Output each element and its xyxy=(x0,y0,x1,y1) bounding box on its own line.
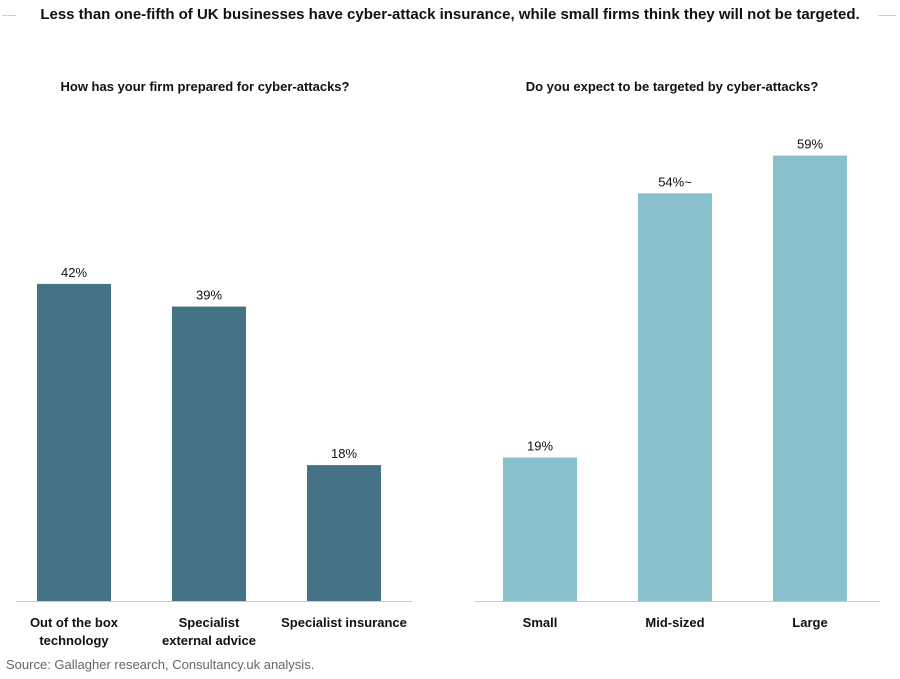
category-label-right-0: Small xyxy=(523,615,558,630)
bar-left-0 xyxy=(37,283,111,601)
chart-title-left: How has your firm prepared for cyber-att… xyxy=(61,79,350,94)
category-label-line: Large xyxy=(792,615,827,630)
data-label-left-1: 39% xyxy=(196,288,222,303)
category-label-right-2: Large xyxy=(792,615,827,630)
data-label-right-2: 59% xyxy=(797,137,823,152)
category-label-left-2: Specialist insurance xyxy=(281,615,407,630)
data-label-right-1: 54%~ xyxy=(658,174,692,189)
category-label-line: Specialist insurance xyxy=(281,615,407,630)
charts-area: How has your firm prepared for cyber-att… xyxy=(16,79,880,648)
category-label-line: technology xyxy=(39,633,109,648)
category-label-left-1: Specialist external advice xyxy=(162,615,256,648)
bar-left-1 xyxy=(172,306,246,601)
data-label-right-0: 19% xyxy=(527,439,553,454)
chart-title-right: Do you expect to be targeted by cyber-at… xyxy=(526,79,819,94)
category-label-line: external advice xyxy=(162,633,256,648)
main-title: Less than one-fifth of UK businesses hav… xyxy=(40,6,860,23)
source-note: Source: Gallagher research, Consultancy.… xyxy=(6,657,315,672)
data-label-left-0: 42% xyxy=(61,265,87,280)
title-rule-left xyxy=(2,15,16,16)
bar-right-0 xyxy=(503,457,577,601)
bar-right-2 xyxy=(773,155,847,602)
category-label-left-0: Out of the box technology xyxy=(30,615,119,648)
bar-left-2 xyxy=(307,465,381,601)
category-label-line: Small xyxy=(523,615,558,630)
title-rule-right xyxy=(878,15,896,16)
category-label-line: Mid-sized xyxy=(645,615,704,630)
category-label-line: Specialist xyxy=(179,615,240,630)
data-label-left-2: 18% xyxy=(331,446,357,461)
bar-right-1 xyxy=(638,193,712,602)
category-label-line: Out of the box xyxy=(30,615,119,630)
category-label-right-1: Mid-sized xyxy=(645,615,704,630)
